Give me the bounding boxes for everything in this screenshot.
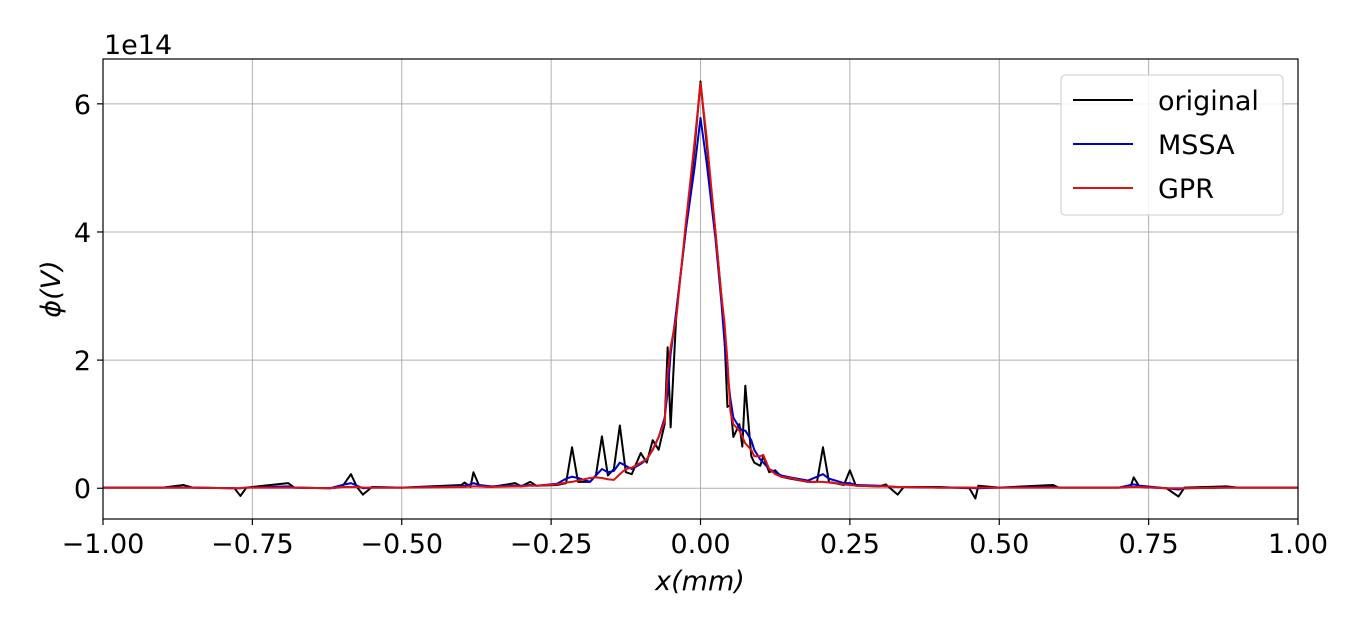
x-tick-label: −1.00 [62,529,145,560]
legend-label: GPR [1158,174,1214,205]
x-tick-label: −0.50 [360,529,443,560]
x-tick-label: −0.75 [211,529,294,560]
legend-box [1060,74,1284,216]
y-axis-label: ϕ(V) [36,260,67,317]
x-tick-label: 0.00 [670,529,730,560]
y-tick-label: 0 [74,474,91,505]
plot-frame [102,58,1299,520]
y-tick-label: 6 [74,90,91,121]
legend-label: original [1158,86,1259,117]
x-axis-label: x(mm) [654,566,745,597]
x-tick-label: 0.50 [969,529,1029,560]
x-tick-label: −0.25 [510,529,593,560]
y-tick-label: 4 [74,218,91,249]
legend-label: MSSA [1158,130,1235,161]
offset-label: 1e14 [104,30,172,61]
y-tick-label: 2 [74,346,91,377]
series-line [103,82,1298,490]
x-tick-label: 0.25 [820,529,880,560]
x-tick-label: 0.75 [1119,529,1179,560]
x-tick-label: 1.00 [1268,529,1328,560]
